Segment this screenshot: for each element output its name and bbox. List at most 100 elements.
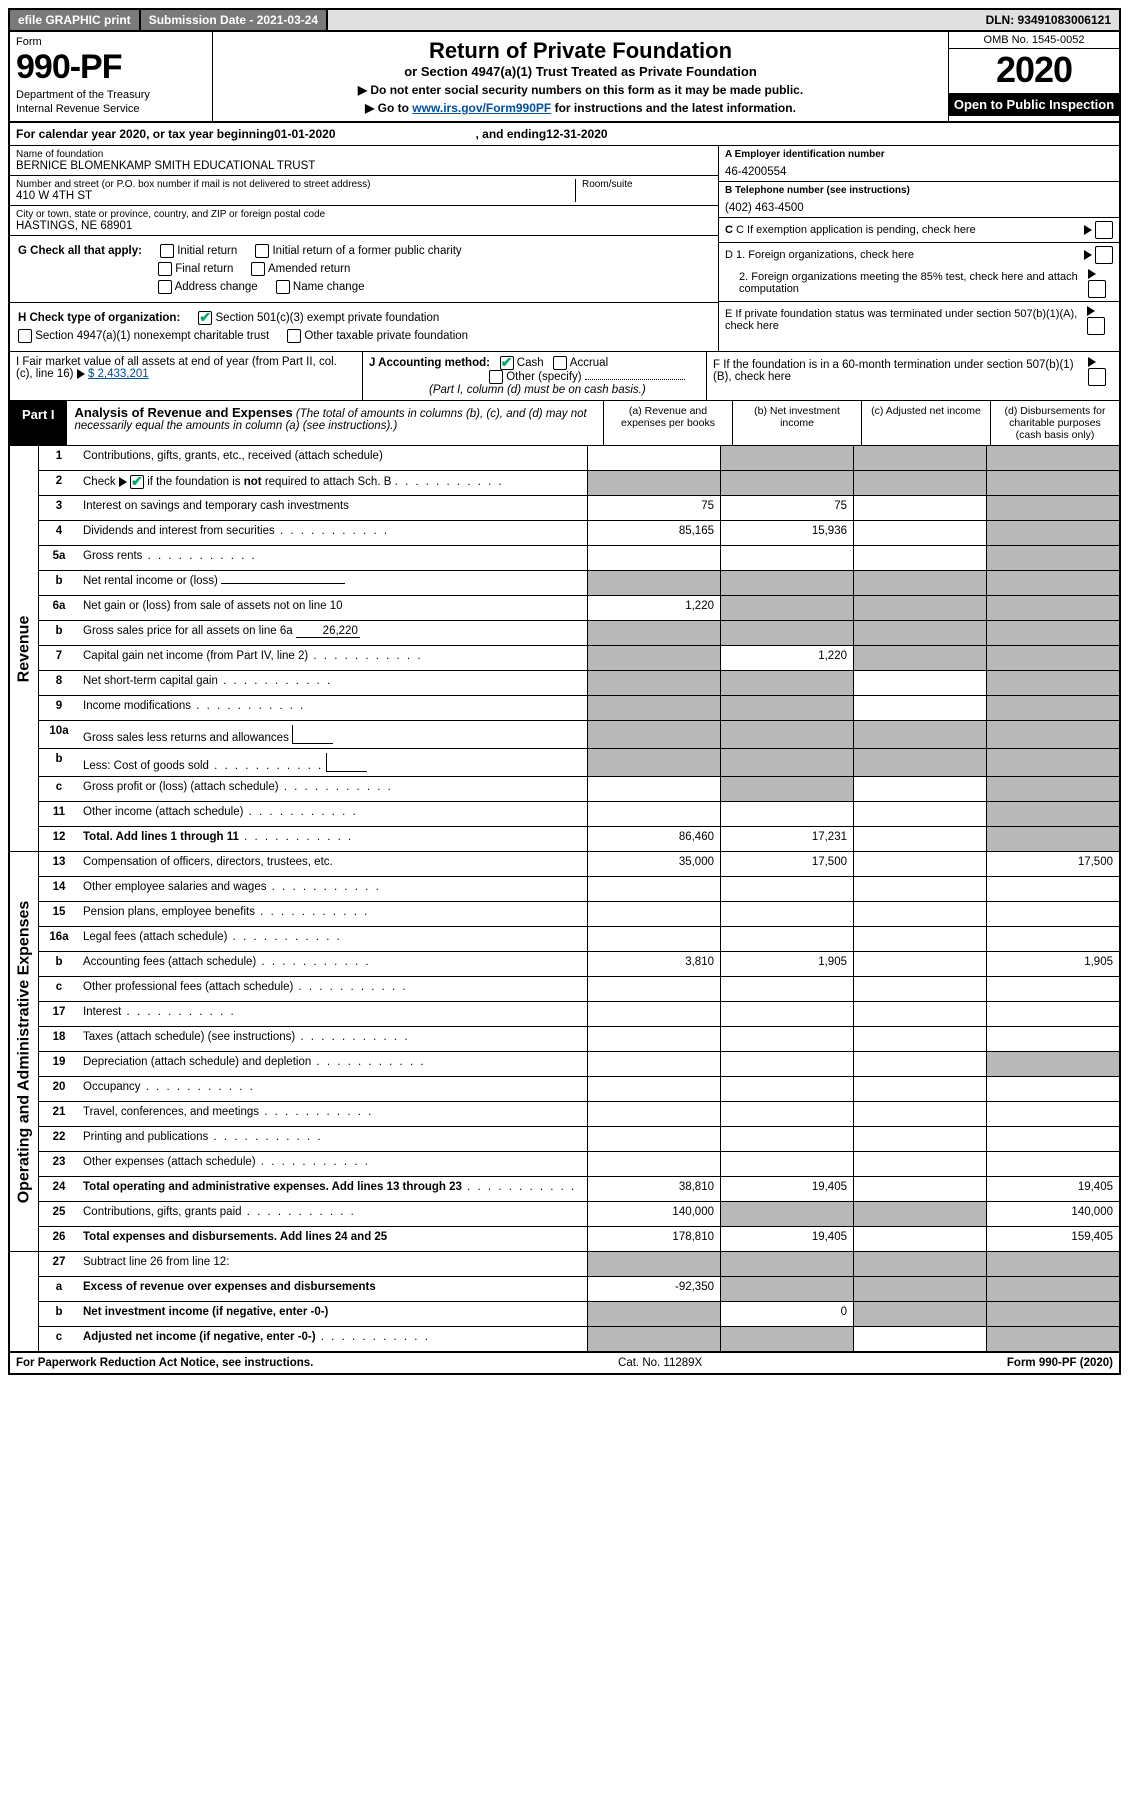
dln-label: DLN: 93491083006121 [978,10,1119,30]
g-o3: Address change [175,281,258,293]
f-label: F If the foundation is in a 60-month ter… [713,359,1088,383]
revenue-side-label: Revenue [10,446,39,851]
cb-other-taxable[interactable] [287,329,301,343]
e-label: E If private foundation status was termi… [725,308,1087,332]
i-value[interactable]: $ 2,433,201 [88,368,149,380]
note2-pre: ▶ Go to [365,101,412,115]
table-row: 17Interest [39,1002,1119,1027]
arrow-icon [1088,357,1096,367]
cb-4947a1[interactable] [18,329,32,343]
cb-foreign-org[interactable] [1095,246,1113,264]
form-header: Form 990-PF Department of the Treasury I… [10,32,1119,123]
dept-treasury: Department of the Treasury [16,89,206,101]
cb-amended-return[interactable] [251,262,265,276]
table-row: 10aGross sales less returns and allowanc… [39,721,1119,749]
cb-cash[interactable] [500,356,514,370]
cb-accrual[interactable] [553,356,567,370]
line27-section: 27Subtract line 26 from line 12: aExcess… [10,1252,1119,1351]
ijf-row: I Fair market value of all assets at end… [10,352,1119,401]
h-label: H Check type of organization: [18,312,180,324]
cal-mid: , and ending [476,127,547,141]
revenue-rows: 1Contributions, gifts, grants, etc., rec… [39,446,1119,851]
d2-label: 2. Foreign organizations meeting the 85%… [725,271,1088,295]
col-d-head: (d) Disbursements for charitable purpose… [990,401,1119,445]
table-row: 19Depreciation (attach schedule) and dep… [39,1052,1119,1077]
table-row: 12Total. Add lines 1 through 1186,46017,… [39,827,1119,851]
cb-85pct-test[interactable] [1088,280,1106,298]
col-b-head: (b) Net investment income [732,401,861,445]
arrow-icon [77,369,85,379]
table-row: 1Contributions, gifts, grants, etc., rec… [39,446,1119,471]
blank-side [10,1252,39,1351]
footer: For Paperwork Reduction Act Notice, see … [10,1351,1119,1373]
f-cell: F If the foundation is in a 60-month ter… [707,352,1119,400]
efile-print-button[interactable]: efile GRAPHIC print [10,10,141,30]
cal-pre: For calendar year 2020, or tax year begi… [16,127,274,141]
h-o3: Other taxable private foundation [304,330,468,342]
table-row: 11Other income (attach schedule) [39,802,1119,827]
g-o2: Final return [175,263,233,275]
c-label: C If exemption application is pending, c… [736,224,976,236]
table-row: aExcess of revenue over expenses and dis… [39,1277,1119,1302]
cb-final-return[interactable] [158,262,172,276]
g-o4: Initial return of a former public charit… [272,245,461,257]
org-city: HASTINGS, NE 68901 [16,220,712,232]
part1-title: Analysis of Revenue and Expenses (The to… [67,401,603,445]
revenue-section: Revenue 1Contributions, gifts, grants, e… [10,446,1119,852]
g-o1: Initial return [177,245,237,257]
cb-status-terminated[interactable] [1087,317,1105,335]
arrow-icon [1084,250,1092,260]
top-bar: efile GRAPHIC print Submission Date - 20… [10,10,1119,32]
org-right: A Employer identification number 46-4200… [718,146,1119,351]
d1-label: D 1. Foreign organizations, check here [725,249,914,261]
table-row: 13Compensation of officers, directors, t… [39,852,1119,877]
table-row: 21Travel, conferences, and meetings [39,1102,1119,1127]
table-row: 22Printing and publications [39,1127,1119,1152]
org-ein: 46-4200554 [725,166,1113,178]
cb-other-method[interactable] [489,370,503,384]
revenue-label: Revenue [15,615,33,682]
city-label: City or town, state or province, country… [16,209,712,220]
cal-begin: 01-01-2020 [274,127,335,141]
table-row: bAccounting fees (attach schedule)3,8101… [39,952,1119,977]
cb-schb[interactable] [130,475,144,489]
cb-initial-return[interactable] [160,244,174,258]
table-row: 6aNet gain or (loss) from sale of assets… [39,596,1119,621]
table-row: 9Income modifications [39,696,1119,721]
e-cell: E If private foundation status was termi… [719,302,1119,338]
ein-cell: A Employer identification number 46-4200… [719,146,1119,182]
col-a-head: (a) Revenue and expenses per books [603,401,732,445]
table-row: cOther professional fees (attach schedul… [39,977,1119,1002]
cb-initial-former[interactable] [255,244,269,258]
form-subtitle: or Section 4947(a)(1) Trust Treated as P… [223,64,938,79]
line27-rows: 27Subtract line 26 from line 12: aExcess… [39,1252,1119,1351]
form-number: 990-PF [16,48,206,87]
table-row: 23Other expenses (attach schedule) [39,1152,1119,1177]
header-left: Form 990-PF Department of the Treasury I… [10,32,213,121]
footer-right: Form 990-PF (2020) [1007,1357,1113,1369]
table-row: 7Capital gain net income (from Part IV, … [39,646,1119,671]
form-label: Form [16,36,206,48]
cb-60month[interactable] [1088,368,1106,386]
cb-name-change[interactable] [276,280,290,294]
form-title: Return of Private Foundation [223,38,938,64]
instructions-link[interactable]: www.irs.gov/Form990PF [412,101,551,115]
ssn-warning: ▶ Do not enter social security numbers o… [223,83,938,97]
cb-exemption-pending[interactable] [1095,221,1113,239]
cb-address-change[interactable] [158,280,172,294]
room-label: Room/suite [582,179,712,190]
g-o6: Name change [293,281,365,293]
phone-label: B Telephone number (see instructions) [725,185,910,196]
submission-date-label: Submission Date - 2021-03-24 [141,10,328,30]
table-row: 27Subtract line 26 from line 12: [39,1252,1119,1277]
cb-501c3[interactable] [198,311,212,325]
header-mid: Return of Private Foundation or Section … [213,32,948,121]
table-row: 3Interest on savings and temporary cash … [39,496,1119,521]
i-cell: I Fair market value of all assets at end… [10,352,363,400]
j-note: (Part I, column (d) must be on cash basi… [369,384,646,396]
table-row: 5aGross rents [39,546,1119,571]
arrow-icon [1088,269,1096,279]
c-cell: C C If exemption application is pending,… [719,218,1119,243]
org-left: Name of foundation BERNICE BLOMENKAMP SM… [10,146,718,351]
j-o1: Cash [517,357,544,369]
